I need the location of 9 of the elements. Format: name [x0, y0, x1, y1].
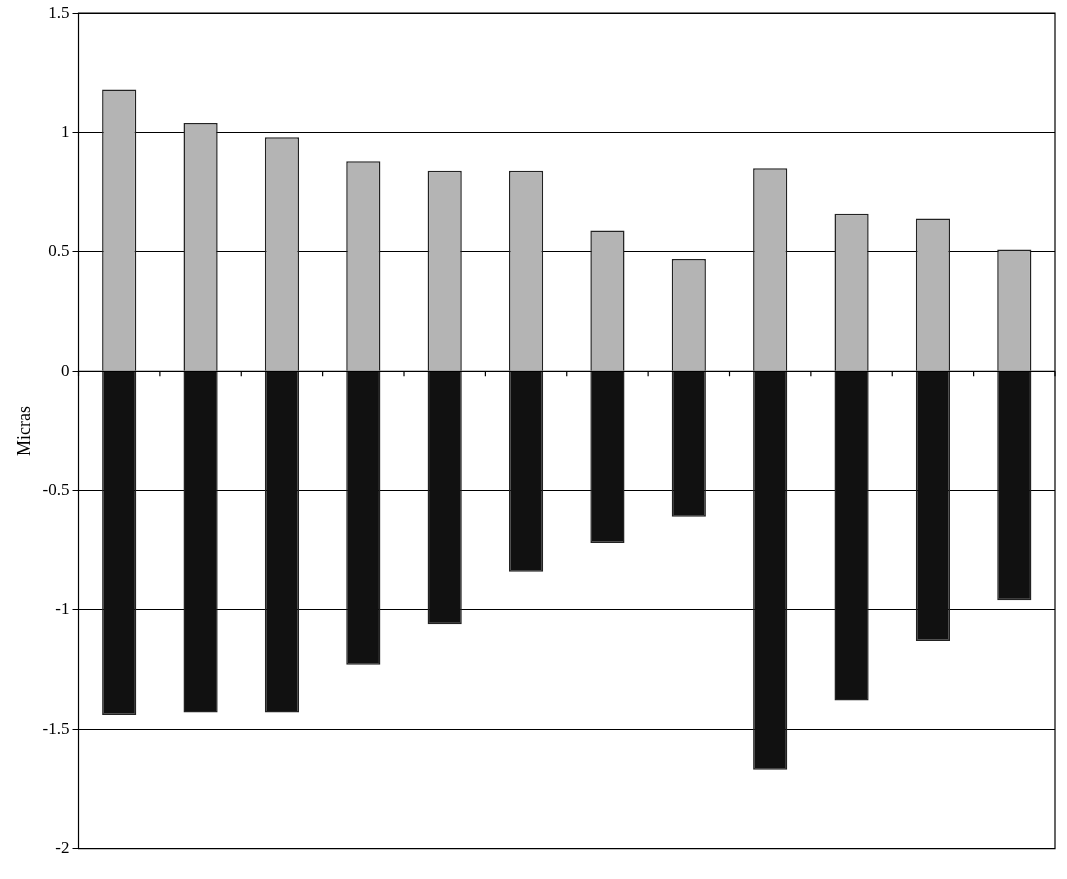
y-tick-label: 0.5 — [48, 241, 70, 261]
y-tick-label: -0.5 — [42, 480, 70, 500]
y-tick-label: 1.5 — [48, 2, 70, 22]
y-tick-label: 0 — [61, 360, 70, 380]
y-tick-label: -2 — [55, 838, 70, 858]
y-axis-title: Micras — [13, 405, 34, 456]
y-tick-label: -1.5 — [42, 718, 70, 738]
y-tick-label: -1 — [55, 599, 70, 619]
y-tick-label: 1 — [61, 122, 70, 142]
